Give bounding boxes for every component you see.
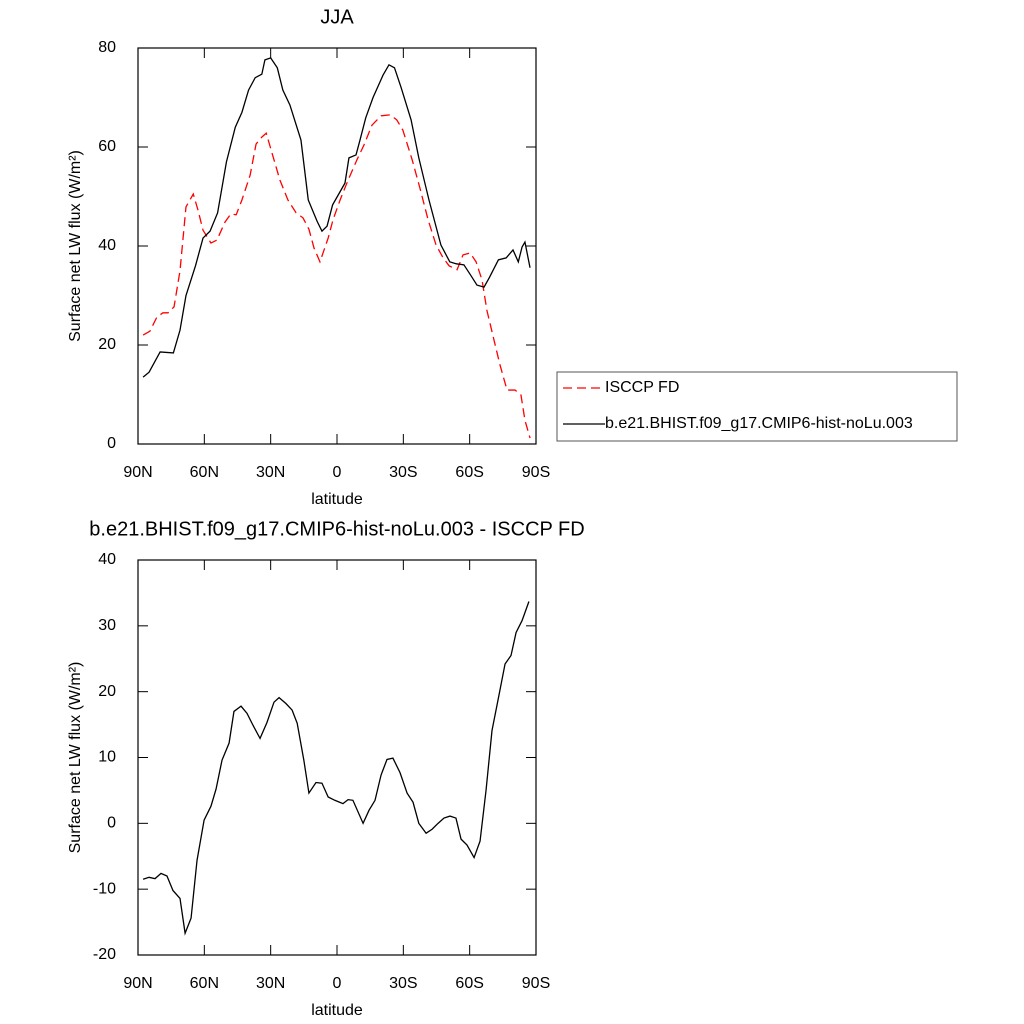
x-tick-label: 30N bbox=[256, 975, 285, 992]
plot-frame bbox=[137, 47, 537, 445]
x-tick-label: 30N bbox=[256, 464, 285, 481]
x-tick-label: 60S bbox=[455, 975, 483, 992]
x-tick-label: 60N bbox=[190, 975, 219, 992]
y-tick-label: 20 bbox=[98, 336, 116, 353]
x-tick-label: 30S bbox=[389, 464, 417, 481]
y-tick-label: -20 bbox=[93, 946, 116, 963]
y-axis-label: Surface net LW flux (W/m²) bbox=[67, 150, 84, 342]
x-tick-label: 90S bbox=[522, 464, 550, 481]
x-tick-label: 60N bbox=[190, 464, 219, 481]
y-tick-label: 0 bbox=[107, 815, 116, 832]
y-tick-label: 30 bbox=[98, 617, 116, 634]
x-tick-label: 0 bbox=[333, 464, 342, 481]
data-line bbox=[142, 601, 530, 936]
y-tick-label: 20 bbox=[98, 683, 116, 700]
x-tick-label: 0 bbox=[333, 975, 342, 992]
y-tick-label: 40 bbox=[98, 551, 116, 568]
x-tick-label: 90N bbox=[123, 975, 152, 992]
y-tick-label: 10 bbox=[98, 749, 116, 766]
x-axis-label: latitude bbox=[311, 491, 363, 508]
chart-title: b.e21.BHIST.f09_g17.CMIP6-hist-noLu.003 … bbox=[89, 518, 584, 540]
x-tick-label: 90N bbox=[123, 464, 152, 481]
y-axis-label: Surface net LW flux (W/m²) bbox=[67, 662, 84, 854]
x-tick-label: 90S bbox=[522, 975, 550, 992]
x-axis-label: latitude bbox=[311, 1002, 363, 1019]
chart-title: JJA bbox=[320, 6, 354, 28]
plot-frame bbox=[137, 559, 537, 956]
data-line bbox=[142, 57, 531, 378]
legend-box bbox=[556, 371, 958, 442]
x-tick-label: 60S bbox=[455, 464, 483, 481]
y-tick-label: 40 bbox=[98, 237, 116, 254]
x-tick-label: 30S bbox=[389, 975, 417, 992]
y-tick-label: 80 bbox=[98, 39, 116, 56]
y-tick-label: 0 bbox=[107, 435, 116, 452]
legend-label: b.e21.BHIST.f09_g17.CMIP6-hist-noLu.003 bbox=[605, 415, 913, 432]
data-line bbox=[142, 114, 531, 439]
legend-label: ISCCP FD bbox=[605, 379, 679, 396]
y-tick-label: -10 bbox=[93, 880, 116, 897]
y-tick-label: 60 bbox=[98, 138, 116, 155]
